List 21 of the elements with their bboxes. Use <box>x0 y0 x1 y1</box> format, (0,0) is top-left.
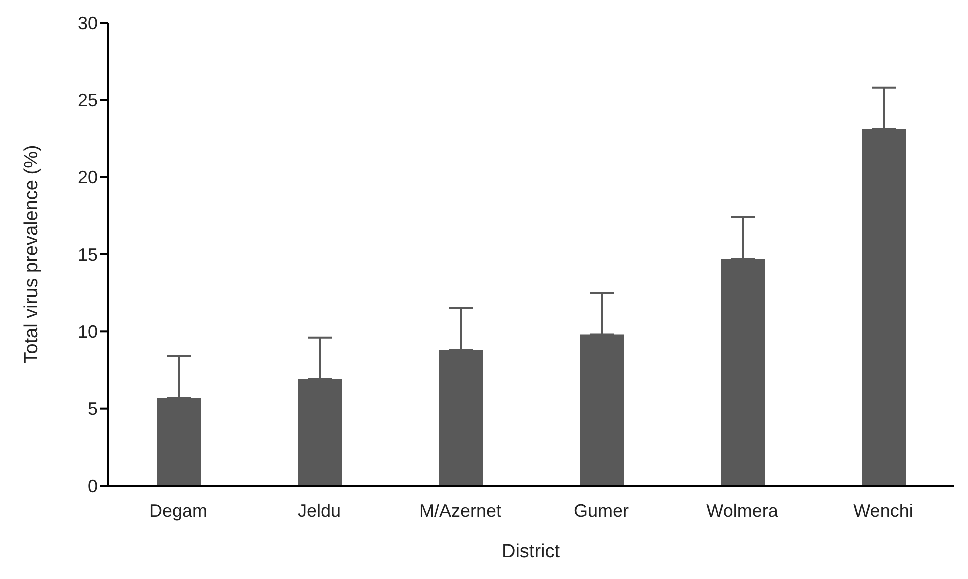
bar <box>580 334 624 486</box>
x-tick-label: Wolmera <box>706 500 780 521</box>
bar <box>721 259 765 486</box>
x-tick-label: Wenchi <box>854 500 914 521</box>
bar <box>862 129 906 486</box>
y-axis-title: Total virus prevalence (%) <box>22 145 43 364</box>
bar <box>157 398 201 486</box>
y-tick-label: 10 <box>78 322 98 342</box>
y-tick-label: 0 <box>88 476 98 496</box>
bar <box>439 350 483 486</box>
y-tick-label: 30 <box>78 13 98 34</box>
x-tick-label: Gumer <box>574 500 630 521</box>
y-tick-label: 20 <box>78 168 98 188</box>
bar <box>298 380 342 486</box>
x-axis-title: District <box>502 541 561 562</box>
x-tick-label: Jeldu <box>298 500 342 521</box>
y-tick-label: 5 <box>88 399 98 420</box>
y-tick-label: 25 <box>78 90 98 111</box>
y-tick-label: 15 <box>78 244 98 265</box>
x-tick-label: M/Azernet <box>419 500 502 521</box>
x-tick-label: Degam <box>149 500 208 521</box>
